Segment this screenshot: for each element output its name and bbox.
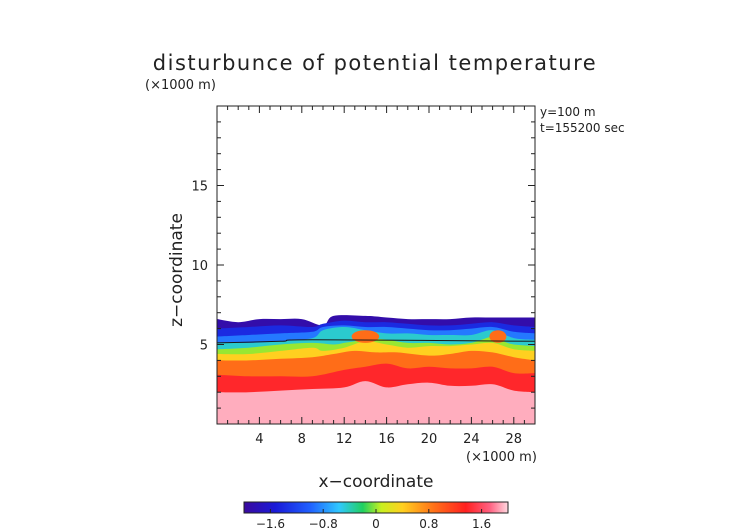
x-tick-label: 4 [255, 432, 263, 447]
y-tick-label: 15 [191, 180, 208, 195]
field-inlet-0 [351, 330, 380, 343]
y-axis-label: z−coordinate [167, 213, 187, 327]
zero-contour-line [217, 339, 535, 344]
colorbar: −1.6 −0.8 0 0.8 1.6 [243, 501, 509, 531]
x-unit-label: (×1000 m) [466, 450, 537, 465]
x-tick-label: 24 [463, 432, 480, 447]
y-unit-label: (×1000 m) [145, 78, 216, 93]
field-inlet-1 [489, 330, 507, 343]
x-tick-label: 8 [298, 432, 306, 447]
chart-title: disturbunce of potential temperature [153, 51, 597, 75]
colorbar-ticks: −1.6 −0.8 0 0.8 1.6 [256, 509, 491, 531]
axis-ticks: 4 8 12 16 20 24 28 5 10 15 [191, 106, 535, 447]
colorbar-tick-label: 0 [372, 517, 380, 531]
colorbar-tick-label: −1.6 [256, 517, 285, 531]
annotation-t: t=155200 sec [540, 121, 625, 135]
x-tick-label: 28 [506, 432, 523, 447]
x-axis-label: x−coordinate [319, 472, 434, 492]
y-tick-label: 10 [191, 259, 208, 274]
colorbar-tick-label: −0.8 [309, 517, 338, 531]
heatmap-field [217, 315, 535, 424]
x-tick-label: 12 [336, 432, 353, 447]
x-tick-label: 20 [421, 432, 438, 447]
field-layer-8 [217, 381, 535, 424]
x-tick-label: 16 [378, 432, 395, 447]
annotation-y: y=100 m [540, 105, 596, 119]
colorbar-tick-label: 0.8 [419, 517, 438, 531]
colorbar-tick-label: 1.6 [472, 517, 491, 531]
y-tick-label: 5 [200, 339, 208, 354]
contour-lines [217, 339, 535, 344]
